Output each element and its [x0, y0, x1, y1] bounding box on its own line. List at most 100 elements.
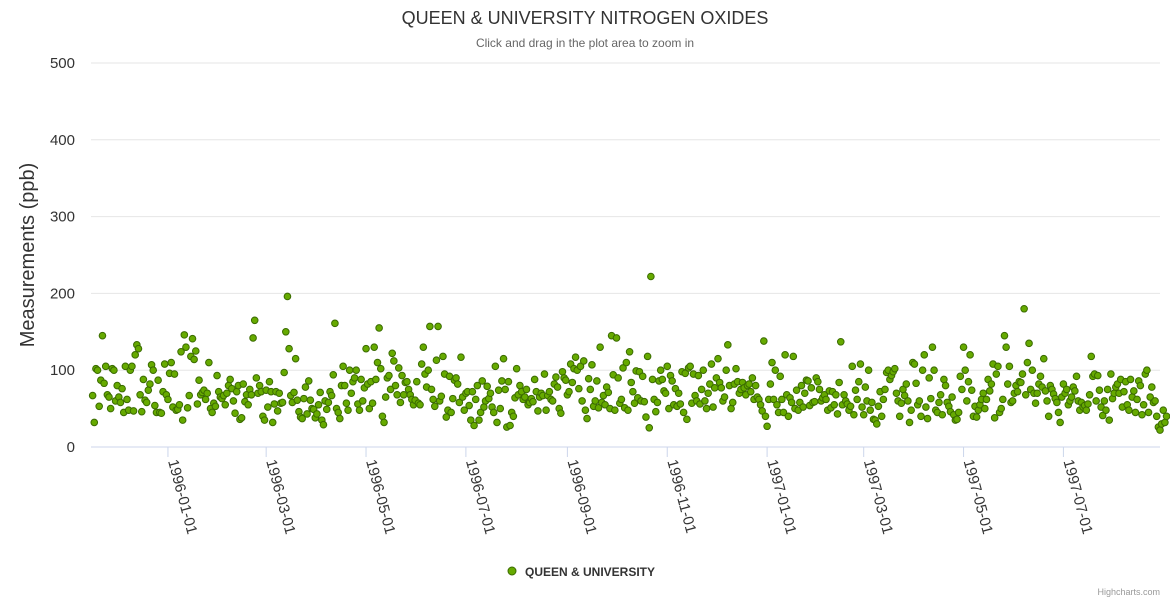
legend-label[interactable]: QUEEN & UNIVERSITY — [525, 565, 655, 579]
data-point[interactable] — [157, 409, 166, 418]
data-point[interactable] — [530, 375, 539, 384]
data-point[interactable] — [534, 407, 542, 415]
data-point[interactable] — [836, 337, 845, 346]
data-point[interactable] — [987, 380, 996, 388]
data-point[interactable] — [540, 370, 549, 378]
data-point[interactable] — [985, 387, 994, 395]
data-point[interactable] — [778, 395, 786, 404]
data-point[interactable] — [154, 376, 162, 384]
data-point[interactable] — [293, 396, 302, 404]
data-point[interactable] — [381, 393, 390, 401]
data-point[interactable] — [854, 377, 863, 386]
data-point[interactable] — [250, 316, 259, 325]
data-point[interactable] — [208, 408, 216, 417]
data-point[interactable] — [576, 362, 585, 371]
data-point[interactable] — [1056, 418, 1064, 427]
data-point[interactable] — [432, 356, 441, 365]
data-point[interactable] — [1028, 366, 1037, 375]
data-point[interactable] — [516, 381, 524, 390]
data-point[interactable] — [966, 351, 974, 359]
data-point[interactable] — [830, 400, 839, 409]
data-point[interactable] — [1036, 372, 1045, 381]
data-point[interactable] — [345, 366, 354, 375]
data-point[interactable] — [892, 389, 901, 398]
data-point[interactable] — [1120, 387, 1128, 396]
data-point[interactable] — [504, 377, 513, 386]
data-point[interactable] — [1130, 387, 1138, 395]
data-point[interactable] — [90, 418, 99, 427]
data-point[interactable] — [211, 402, 220, 411]
data-point[interactable] — [1013, 387, 1022, 396]
data-point[interactable] — [900, 391, 909, 400]
data-point[interactable] — [370, 343, 379, 351]
data-point[interactable] — [298, 414, 306, 423]
data-point[interactable] — [188, 334, 197, 343]
data-point[interactable] — [1152, 412, 1161, 421]
data-point[interactable] — [1039, 354, 1048, 363]
data-point[interactable] — [283, 292, 292, 301]
data-point[interactable] — [183, 404, 192, 412]
data-point[interactable] — [221, 400, 230, 409]
data-point[interactable] — [144, 386, 153, 394]
data-point[interactable] — [1018, 370, 1027, 378]
data-point[interactable] — [938, 410, 947, 419]
data-point[interactable] — [1085, 390, 1094, 399]
data-point[interactable] — [915, 397, 924, 405]
data-point[interactable] — [123, 395, 131, 404]
data-point[interactable] — [619, 364, 627, 372]
credits-link[interactable]: Highcharts.com — [1097, 587, 1160, 597]
data-point[interactable] — [170, 370, 179, 378]
data-point[interactable] — [994, 362, 1002, 371]
data-point[interactable] — [1126, 375, 1135, 384]
data-point[interactable] — [668, 377, 676, 385]
data-point[interactable] — [568, 378, 577, 387]
data-point[interactable] — [864, 366, 873, 375]
data-point[interactable] — [586, 385, 595, 394]
data-point[interactable] — [1071, 387, 1079, 395]
data-point[interactable] — [612, 334, 621, 342]
data-point[interactable] — [972, 413, 981, 421]
data-point[interactable] — [398, 371, 406, 380]
data-point[interactable] — [350, 374, 359, 382]
data-point[interactable] — [1148, 383, 1156, 391]
data-point[interactable] — [625, 347, 634, 356]
data-point[interactable] — [763, 422, 771, 431]
data-point[interactable] — [1159, 406, 1168, 414]
data-point[interactable] — [509, 412, 518, 421]
data-point[interactable] — [244, 400, 252, 409]
data-point[interactable] — [963, 397, 971, 405]
data-point[interactable] — [489, 408, 498, 417]
data-point[interactable] — [874, 402, 883, 411]
data-point[interactable] — [651, 407, 660, 416]
data-point[interactable] — [376, 364, 385, 373]
data-point[interactable] — [927, 394, 935, 403]
data-point[interactable] — [480, 403, 488, 411]
data-point[interactable] — [956, 372, 965, 381]
data-point[interactable] — [571, 353, 580, 361]
data-point[interactable] — [925, 374, 933, 382]
data-point[interactable] — [665, 404, 673, 413]
data-point[interactable] — [565, 387, 573, 396]
data-point[interactable] — [275, 389, 284, 398]
data-point[interactable] — [134, 344, 143, 353]
data-point[interactable] — [982, 395, 991, 404]
data-point[interactable] — [465, 401, 473, 410]
data-point[interactable] — [815, 385, 824, 394]
data-point[interactable] — [129, 407, 138, 415]
data-point[interactable] — [344, 406, 352, 414]
data-point[interactable] — [656, 366, 665, 375]
data-point[interactable] — [1067, 393, 1076, 401]
data-point[interactable] — [674, 389, 683, 398]
series-queen-university[interactable] — [88, 272, 1170, 434]
data-point[interactable] — [372, 375, 380, 384]
data-point[interactable] — [699, 366, 708, 375]
data-point[interactable] — [182, 343, 190, 351]
data-point[interactable] — [191, 347, 200, 355]
data-point[interactable] — [769, 395, 778, 404]
data-point[interactable] — [853, 395, 861, 404]
data-point[interactable] — [146, 380, 154, 388]
data-point[interactable] — [300, 394, 308, 403]
data-point[interactable] — [314, 400, 323, 409]
data-point[interactable] — [339, 362, 347, 371]
data-point[interactable] — [658, 375, 667, 384]
